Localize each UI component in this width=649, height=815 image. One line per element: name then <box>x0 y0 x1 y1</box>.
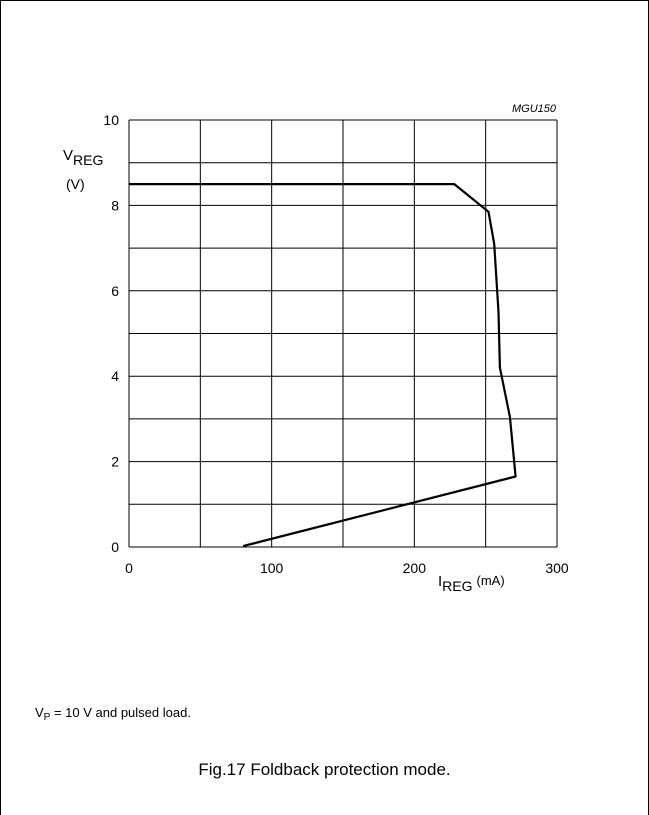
y-axis-label: VREG <box>63 147 103 168</box>
y-tick-label: 10 <box>103 112 119 128</box>
figure-code: MGU150 <box>512 103 557 115</box>
chart-ticks: 0 100 200 300 0 2 4 6 8 10 <box>103 112 568 576</box>
y-tick-label: 4 <box>111 368 119 384</box>
y-tick-label: 2 <box>111 454 119 470</box>
figure-caption: Fig.17 Foldback protection mode. <box>198 760 451 779</box>
chart-series <box>129 183 517 548</box>
x-tick-label: 100 <box>260 560 284 576</box>
x-tick-label: 0 <box>125 560 133 576</box>
note-symbol: V <box>35 705 44 720</box>
x-tick-label: 300 <box>545 560 569 576</box>
y-tick-label: 8 <box>111 197 119 213</box>
note-text: = 10 V and pulsed load. <box>50 705 191 720</box>
y-axis-unit: (V) <box>66 176 85 192</box>
figure-note: VP = 10 V and pulsed load. <box>35 705 191 723</box>
y-tick-label: 6 <box>111 283 119 299</box>
note-subscript: P <box>43 712 51 723</box>
chart-axis-labels: VREG (V) IREG (mA) <box>63 147 505 594</box>
x-axis-label: IREG (mA) <box>438 573 505 594</box>
x-tick-label: 200 <box>403 560 427 576</box>
y-tick-label: 0 <box>111 539 119 555</box>
chart-grid <box>128 119 558 548</box>
series-line <box>129 183 517 548</box>
